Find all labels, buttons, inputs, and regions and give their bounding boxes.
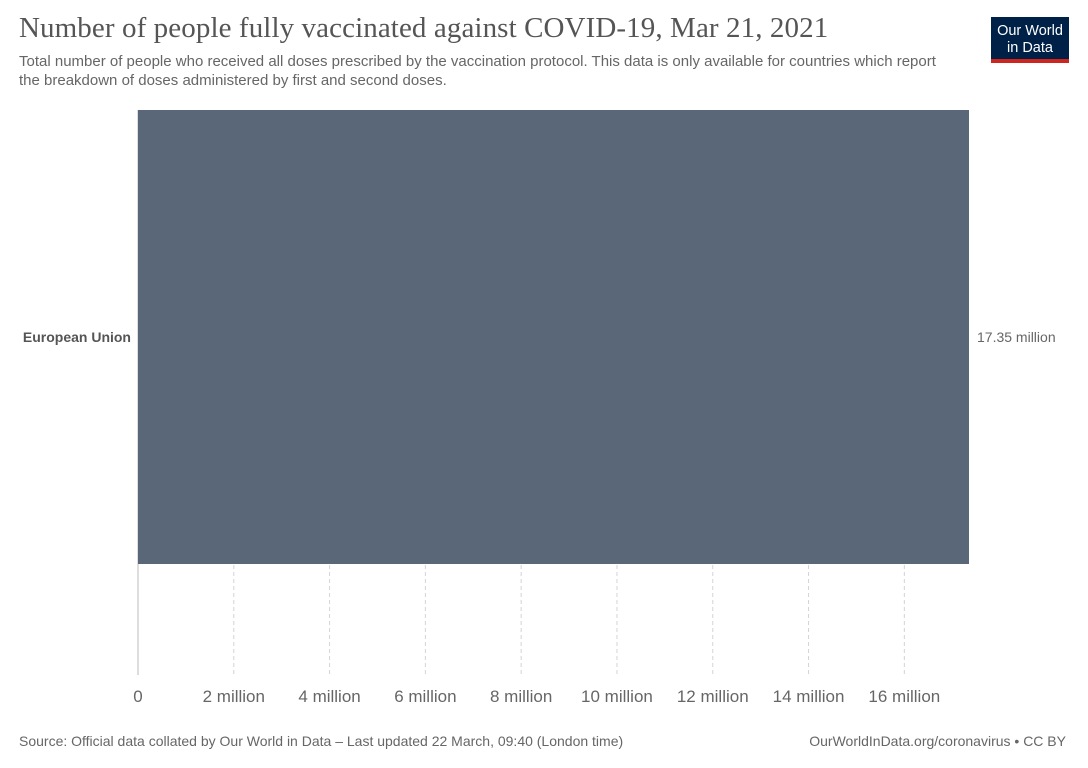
logo-accent-bar xyxy=(991,59,1069,63)
x-tick-label: 14 million xyxy=(773,687,845,706)
bar xyxy=(138,110,969,564)
x-tick-label: 12 million xyxy=(677,687,749,706)
x-tick-label: 2 million xyxy=(203,687,265,706)
source-note: Source: Official data collated by Our Wo… xyxy=(19,733,624,749)
bars xyxy=(138,110,969,564)
owid-logo[interactable]: Our World in Data xyxy=(991,17,1069,63)
chart-subtitle: Total number of people who received all … xyxy=(19,53,936,89)
x-tick-label: 16 million xyxy=(868,687,940,706)
x-tick-label: 8 million xyxy=(490,687,552,706)
credit-link[interactable]: OurWorldInData.org/coronavirus • CC BY xyxy=(809,733,1066,749)
x-tick-label: 10 million xyxy=(581,687,653,706)
x-tick-label: 0 xyxy=(133,687,142,706)
bar-chart: 0 2 million 4 million 6 million 8 million 10 … xyxy=(23,110,1056,706)
logo-line-1: Our World xyxy=(997,23,1063,39)
chart-title: Number of people fully vaccinated agains… xyxy=(19,12,829,44)
x-tick-label: 4 million xyxy=(298,687,360,706)
logo-line-2: in Data xyxy=(1007,40,1053,56)
category-label: European Union xyxy=(23,329,131,345)
labels: 0 2 million 4 million 6 million 8 million 10 … xyxy=(23,329,1056,706)
x-tick-label: 6 million xyxy=(394,687,456,706)
value-label: 17.35 million xyxy=(977,329,1056,345)
